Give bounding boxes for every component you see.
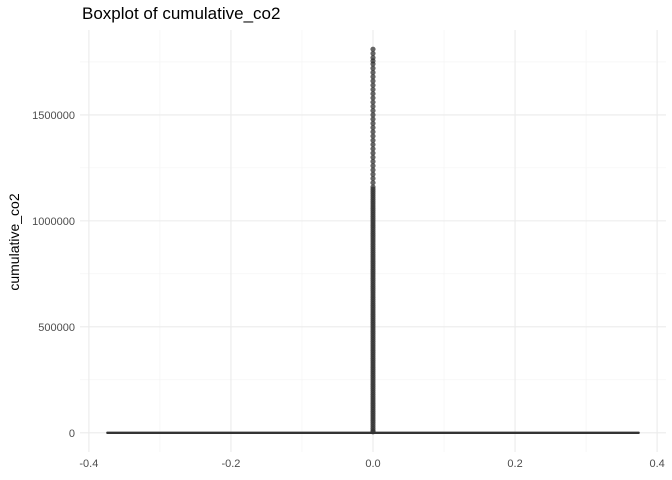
outlier-point (370, 163, 376, 169)
y-tick-label: 1000000 (32, 216, 75, 228)
outlier-point (370, 108, 376, 114)
outlier-point (370, 50, 376, 57)
outlier-point (370, 112, 376, 118)
y-tick-label: 500000 (38, 322, 75, 334)
outlier-point (370, 78, 376, 84)
outlier-point (370, 82, 376, 88)
outlier-point (370, 91, 376, 97)
outlier-point (370, 175, 376, 182)
y-tick-label: 0 (69, 428, 75, 440)
outlier-point (370, 141, 376, 148)
outlier-point (370, 137, 376, 143)
outlier-point (370, 65, 376, 71)
outlier-point (370, 61, 376, 67)
chart-title: Boxplot of cumulative_co2 (82, 4, 281, 23)
outlier-point (370, 46, 376, 52)
x-tick-label: 0.2 (507, 458, 522, 470)
outlier-point (370, 95, 376, 101)
outlier-point (370, 129, 376, 135)
outlier-point (370, 154, 376, 160)
outlier-point (370, 69, 376, 76)
outlier-point (370, 133, 376, 139)
outlier-point (370, 150, 376, 156)
outlier-point (370, 429, 376, 435)
outlier-point (370, 146, 376, 152)
outlier-point (370, 125, 376, 131)
outlier-point (370, 180, 376, 186)
x-tick-label: -0.2 (221, 458, 240, 470)
outlier-point (370, 74, 376, 80)
outlier-point (370, 120, 376, 126)
tick-labels: -0.4 -0.2 0.0 0.2 0.4 0 500000 1000000 1500000 (32, 110, 665, 470)
y-tick-label: 1500000 (32, 110, 75, 122)
x-tick-label: 0.0 (365, 458, 380, 470)
outlier-point (370, 99, 376, 105)
outlier-point (370, 103, 376, 110)
outlier-points (370, 46, 376, 435)
x-tick-label: 0.4 (649, 458, 664, 470)
outlier-point (370, 167, 376, 173)
x-tick-label: -0.4 (79, 458, 98, 470)
outlier-point (370, 171, 376, 177)
outlier-point (370, 158, 376, 165)
outlier-point (370, 86, 376, 93)
outlier-point (370, 116, 376, 122)
